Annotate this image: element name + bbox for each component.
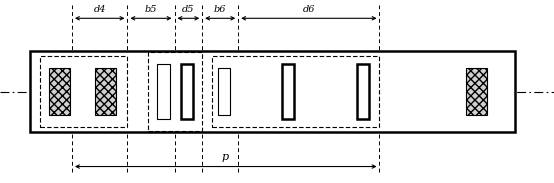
Text: b5: b5 — [145, 5, 157, 14]
Bar — [181, 64, 193, 119]
Bar — [157, 64, 170, 119]
Text: d6: d6 — [303, 5, 315, 14]
Bar — [148, 52, 202, 131]
Text: p: p — [222, 152, 229, 162]
Bar — [40, 56, 127, 127]
Text: b6: b6 — [214, 5, 226, 14]
Bar — [30, 51, 515, 132]
Bar — [466, 68, 487, 115]
Bar — [357, 64, 369, 119]
Bar — [282, 64, 294, 119]
Bar — [212, 56, 379, 127]
Text: d5: d5 — [182, 5, 194, 14]
Bar — [49, 68, 70, 115]
Text: d4: d4 — [94, 5, 106, 14]
Bar — [218, 68, 230, 115]
Bar — [95, 68, 116, 115]
